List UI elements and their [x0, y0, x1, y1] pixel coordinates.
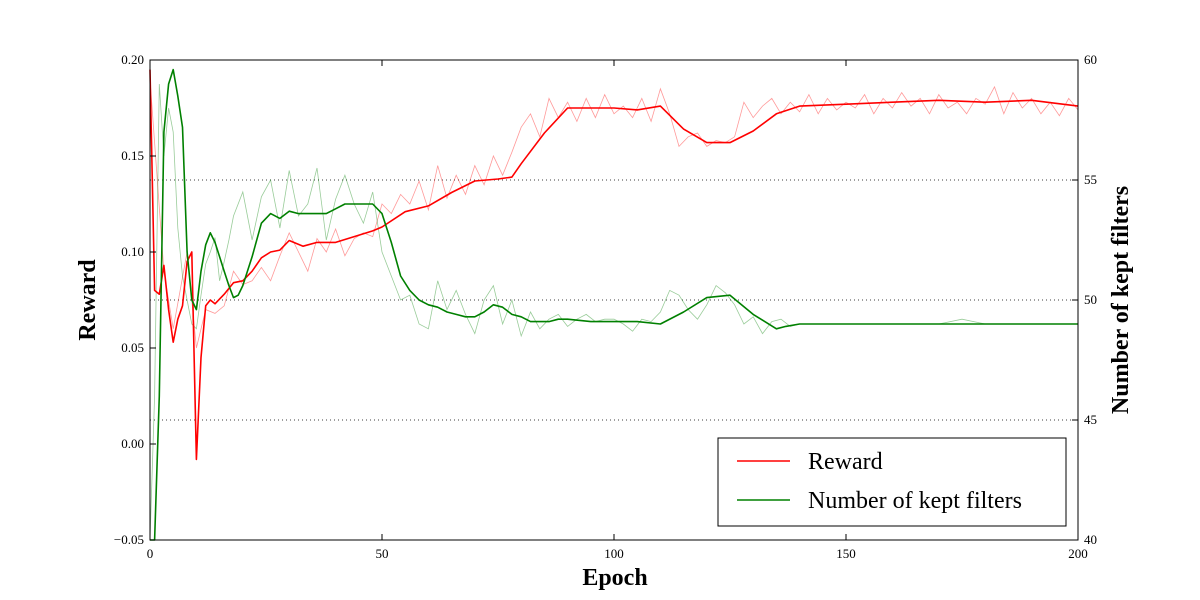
x-tick-label: 200 — [1068, 546, 1088, 561]
x-tick-label: 150 — [836, 546, 856, 561]
right-y-tick-label: 55 — [1084, 172, 1097, 187]
raw-series-layer — [149, 79, 1079, 541]
x-axis-title: Epoch — [582, 565, 647, 591]
series-line-kept-filters-raw — [149, 83, 1078, 541]
right-y-axis-title: Number of kept filters — [1108, 186, 1134, 414]
right-y-tick-label: 40 — [1084, 532, 1097, 547]
series-line-reward — [149, 69, 1079, 461]
legend: Reward Number of kept filters — [717, 437, 1067, 527]
series-line-kept-filters — [150, 68, 1078, 541]
left-y-tick-label: 0.00 — [121, 436, 144, 451]
right-y-tick-label: 50 — [1084, 292, 1097, 307]
series-line-reward-raw — [149, 79, 1079, 349]
tick-layer: 0 50 100 150 200 −0.05 0.00 0.05 0.10 0.15 0.20 40 4… — [114, 52, 1097, 561]
x-tick-label: 50 — [376, 546, 389, 561]
smoothed-series-layer — [149, 68, 1079, 541]
right-y-tick-label: 45 — [1084, 412, 1097, 427]
legend-label-reward: Reward — [808, 449, 883, 475]
x-tick-label: 0 — [147, 546, 154, 561]
left-y-tick-label: −0.05 — [114, 532, 144, 547]
left-y-axis-title: Reward — [75, 259, 101, 341]
right-y-tick-label: 60 — [1084, 52, 1097, 67]
legend-label-kept-filters: Number of kept filters — [808, 488, 1022, 514]
left-y-tick-label: 0.05 — [121, 340, 144, 355]
x-tick-label: 100 — [604, 546, 624, 561]
left-y-tick-label: 0.15 — [121, 148, 144, 163]
grid-lines — [150, 179, 1078, 421]
left-y-tick-label: 0.10 — [121, 244, 144, 259]
legend-box — [717, 437, 1067, 527]
left-y-tick-label: 0.20 — [121, 52, 144, 67]
